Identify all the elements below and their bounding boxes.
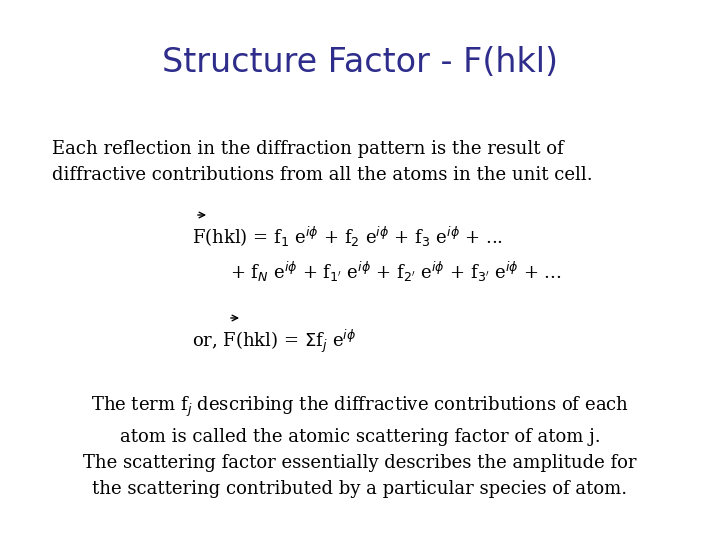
Text: Each reflection in the diffraction pattern is the result of
diffractive contribu: Each reflection in the diffraction patte… [52, 140, 593, 184]
Text: F(hkl) = f$_1$ e$^{i\phi}$ + f$_2$ e$^{i\phi}$ + f$_3$ e$^{i\phi}$ + ...: F(hkl) = f$_1$ e$^{i\phi}$ + f$_2$ e$^{i… [192, 225, 503, 249]
Text: The term f$_j$ describing the diffractive contributions of each
atom is called t: The term f$_j$ describing the diffractiv… [84, 395, 636, 498]
Text: Structure Factor - F(hkl): Structure Factor - F(hkl) [162, 45, 558, 78]
Text: + f$_N$ e$^{i\phi}$ + f$_{1'}$ e$^{i\phi}$ + f$_{2'}$ e$^{i\phi}$ + f$_{3'}$ e$^: + f$_N$ e$^{i\phi}$ + f$_{1'}$ e$^{i\phi… [230, 260, 562, 284]
Text: or, F(hkl) = $\Sigma$f$_j$ e$^{i\phi}$: or, F(hkl) = $\Sigma$f$_j$ e$^{i\phi}$ [192, 328, 356, 355]
